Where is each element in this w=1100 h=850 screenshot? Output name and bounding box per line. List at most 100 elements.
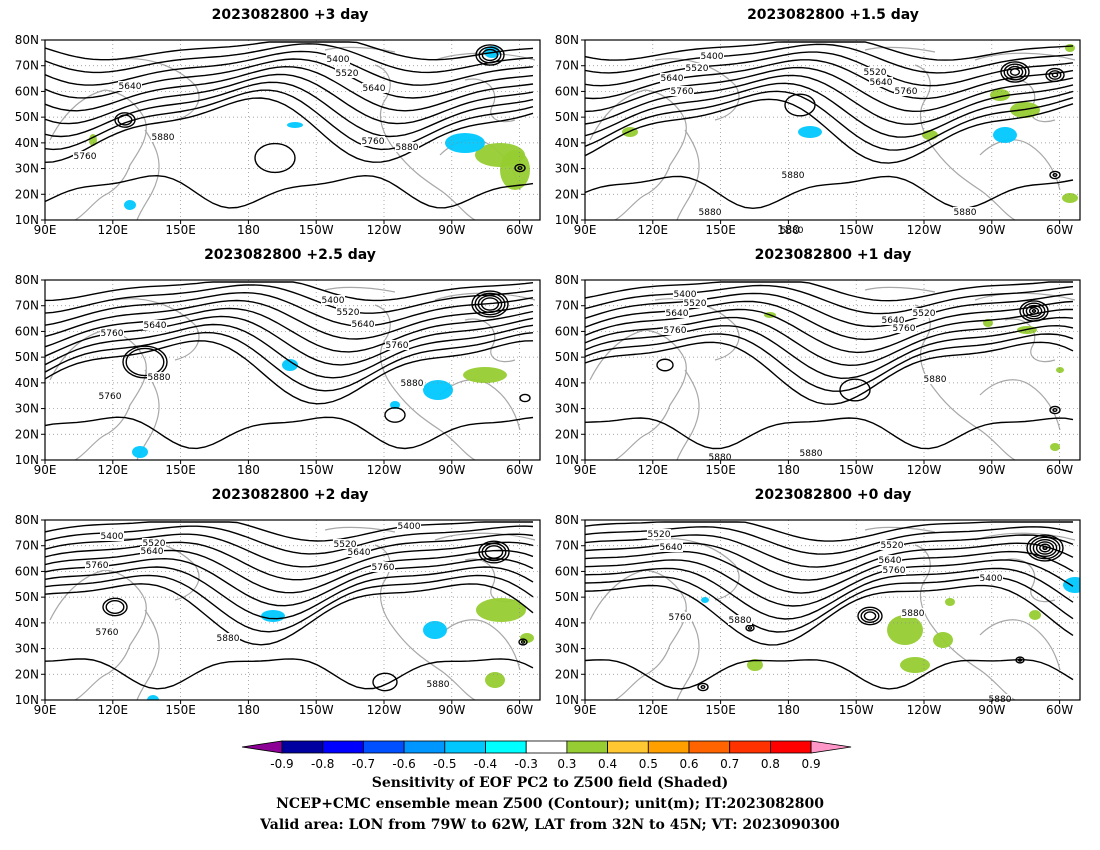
closed-contour xyxy=(481,542,507,562)
map-frame xyxy=(584,519,1081,701)
contour-line xyxy=(45,43,534,74)
closed-contour xyxy=(514,163,526,173)
shaded-negative-area xyxy=(390,401,400,409)
lon-tick-label: 150W xyxy=(839,463,874,477)
lon-tick-label: 150W xyxy=(299,463,334,477)
colorbar-tick-label: -0.8 xyxy=(311,757,334,771)
closed-contour xyxy=(1049,170,1061,180)
lon-tick-label: 60W xyxy=(1046,463,1073,477)
contour-label: 5520 xyxy=(684,299,707,309)
contour-line xyxy=(45,323,534,379)
contour-label: 5760 xyxy=(893,324,916,334)
contour-line xyxy=(45,416,534,450)
contour-label: 5880 xyxy=(954,208,977,218)
lon-tick-label: 90E xyxy=(574,463,597,477)
colorbar-tick-label: 0.6 xyxy=(679,757,698,771)
contour-line xyxy=(45,65,534,112)
contour-label: 5640 xyxy=(666,309,689,319)
lat-tick-label: 20N xyxy=(555,667,579,681)
closed-contour xyxy=(481,48,499,62)
closed-contour xyxy=(1039,543,1051,553)
shaded-negative-area xyxy=(132,446,148,458)
closed-contour xyxy=(518,638,528,646)
colorbar-tick-label: -0.4 xyxy=(474,757,497,771)
lat-tick-label: 40N xyxy=(555,376,579,390)
closed-contour xyxy=(254,142,296,174)
lat-tick-label: 50N xyxy=(15,350,39,364)
lat-tick-label: 50N xyxy=(555,350,579,364)
colorbar-swatch xyxy=(770,740,812,754)
contour-label: 5760 xyxy=(101,329,124,339)
contour-label: 5880 xyxy=(401,379,424,389)
closed-contour xyxy=(471,290,509,318)
shaded-negative-area xyxy=(287,122,303,128)
shaded-positive-area xyxy=(1062,193,1078,203)
lon-tick-label: 90W xyxy=(438,703,465,717)
contour-label: 5400 xyxy=(398,522,421,532)
map-area xyxy=(45,40,540,220)
contour-label: 5520 xyxy=(881,541,904,551)
closed-contour xyxy=(1019,300,1049,322)
contour-line xyxy=(45,41,534,61)
shaded-positive-area xyxy=(933,632,953,648)
coastline xyxy=(324,46,396,53)
panel-title-4: 2023082800 +1 day xyxy=(754,247,912,263)
contour-line xyxy=(45,533,534,568)
lon-tick-label: 90E xyxy=(574,703,597,717)
closed-contour xyxy=(1017,658,1023,662)
shaded-negative-area xyxy=(1063,577,1080,593)
closed-contour xyxy=(857,606,883,626)
lat-tick-label: 50N xyxy=(15,590,39,604)
closed-contour xyxy=(656,358,674,372)
lon-tick-label: 150E xyxy=(165,223,196,237)
contour-line xyxy=(45,281,534,302)
lat-tick-label: 70N xyxy=(555,539,579,553)
coastline xyxy=(434,532,536,541)
coastline xyxy=(864,46,936,53)
closed-contour xyxy=(478,46,502,64)
contour-line xyxy=(45,291,534,327)
contour-label: 5880 xyxy=(148,373,171,383)
closed-contour xyxy=(697,682,709,692)
lat-tick-label: 10N xyxy=(555,213,579,227)
map-area xyxy=(45,280,540,460)
coastline xyxy=(589,569,687,700)
contour-label: 5520 xyxy=(143,539,166,549)
contour-label: 5880 xyxy=(781,226,804,236)
coastline xyxy=(114,298,200,361)
lat-tick-label: 70N xyxy=(555,299,579,313)
lon-tick-label: 120E xyxy=(638,703,669,717)
coastline xyxy=(374,304,476,460)
lon-tick-label: 120W xyxy=(907,223,942,237)
contour-label: 5520 xyxy=(648,530,671,540)
shaded-negative-area xyxy=(282,359,298,371)
contour-label: 5880 xyxy=(924,375,947,385)
colorbar-tick-label: 0.9 xyxy=(802,757,821,771)
closed-contour xyxy=(747,626,753,630)
shaded-positive-area xyxy=(1065,44,1075,52)
contour-label: 5640 xyxy=(660,543,683,553)
contour-label: 5640 xyxy=(882,316,905,326)
closed-contour xyxy=(517,166,523,170)
lon-tick-label: 60W xyxy=(1046,703,1073,717)
lat-tick-label: 40N xyxy=(15,376,39,390)
contour-label: 5640 xyxy=(661,74,684,84)
lat-tick-label: 60N xyxy=(15,84,39,98)
contour-line xyxy=(585,584,1074,646)
closed-contour xyxy=(1042,546,1048,550)
lat-tick-label: 10N xyxy=(15,693,39,707)
contour-label: 5760 xyxy=(362,137,385,147)
closed-contour xyxy=(484,545,504,559)
shaded-positive-area xyxy=(900,657,930,673)
closed-contour xyxy=(114,112,136,128)
coastline xyxy=(1004,318,1056,363)
contour-label: 5520 xyxy=(864,68,887,78)
lat-tick-label: 20N xyxy=(15,427,39,441)
panel-title-5: 2023082800 +2 day xyxy=(211,487,369,503)
contour-line xyxy=(585,659,1074,690)
coastline xyxy=(324,526,396,533)
lat-tick-label: 80N xyxy=(555,33,579,47)
contour-label: 5760 xyxy=(99,392,122,402)
lon-tick-label: 150W xyxy=(839,223,874,237)
